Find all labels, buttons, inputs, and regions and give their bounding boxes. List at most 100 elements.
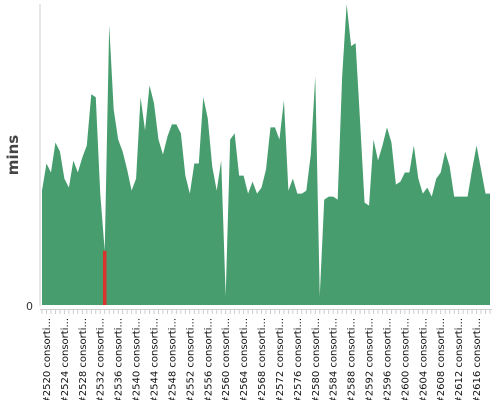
data-point[interactable] bbox=[268, 125, 272, 129]
data-point[interactable] bbox=[49, 171, 53, 175]
data-point[interactable] bbox=[130, 189, 134, 193]
data-point[interactable] bbox=[179, 131, 183, 135]
data-point[interactable] bbox=[372, 137, 376, 141]
data-point[interactable] bbox=[260, 186, 264, 190]
data-point[interactable] bbox=[58, 149, 62, 153]
data-point[interactable] bbox=[40, 189, 44, 193]
data-point[interactable] bbox=[457, 195, 461, 199]
data-point[interactable] bbox=[336, 198, 340, 202]
data-point[interactable] bbox=[233, 131, 237, 135]
data-point[interactable] bbox=[98, 192, 102, 196]
data-point[interactable] bbox=[367, 204, 371, 208]
data-point[interactable] bbox=[215, 189, 219, 193]
data-point[interactable] bbox=[443, 149, 447, 153]
data-point[interactable] bbox=[277, 137, 281, 141]
data-point[interactable] bbox=[197, 162, 201, 166]
data-point[interactable] bbox=[327, 195, 331, 199]
data-point[interactable] bbox=[412, 143, 416, 147]
data-point[interactable] bbox=[358, 119, 362, 123]
data-point[interactable] bbox=[349, 44, 353, 48]
data-point[interactable] bbox=[264, 168, 268, 172]
data-point[interactable] bbox=[224, 294, 228, 298]
data-point[interactable] bbox=[76, 171, 80, 175]
data-point[interactable] bbox=[291, 177, 295, 181]
data-point[interactable] bbox=[112, 107, 116, 111]
data-point[interactable] bbox=[479, 168, 483, 172]
data-point[interactable] bbox=[44, 162, 48, 166]
data-point[interactable] bbox=[80, 156, 84, 160]
data-point[interactable] bbox=[116, 137, 120, 141]
data-point[interactable] bbox=[210, 165, 214, 169]
data-point[interactable] bbox=[304, 189, 308, 193]
data-point[interactable] bbox=[237, 174, 241, 178]
data-point[interactable] bbox=[475, 143, 479, 147]
data-point[interactable] bbox=[148, 83, 152, 87]
data-point[interactable] bbox=[188, 192, 192, 196]
data-point[interactable] bbox=[421, 192, 425, 196]
data-point[interactable] bbox=[448, 165, 452, 169]
data-point[interactable] bbox=[201, 95, 205, 99]
data-point[interactable] bbox=[398, 180, 402, 184]
data-point[interactable] bbox=[125, 168, 129, 172]
data-point[interactable] bbox=[85, 143, 89, 147]
data-point[interactable] bbox=[439, 171, 443, 175]
data-point[interactable] bbox=[251, 180, 255, 184]
data-point[interactable] bbox=[484, 192, 488, 196]
data-point[interactable] bbox=[94, 95, 98, 99]
data-point[interactable] bbox=[282, 98, 286, 102]
data-point[interactable] bbox=[134, 177, 138, 181]
data-point[interactable] bbox=[152, 101, 156, 105]
data-point[interactable] bbox=[345, 2, 349, 6]
data-point[interactable] bbox=[430, 195, 434, 199]
data-point[interactable] bbox=[488, 192, 492, 196]
data-point[interactable] bbox=[385, 125, 389, 129]
data-point[interactable] bbox=[107, 23, 111, 27]
data-point[interactable] bbox=[170, 122, 174, 126]
data-point[interactable] bbox=[354, 41, 358, 45]
data-point[interactable] bbox=[192, 162, 196, 166]
data-point[interactable] bbox=[394, 183, 398, 187]
data-point[interactable] bbox=[156, 137, 160, 141]
data-point[interactable] bbox=[318, 294, 322, 298]
data-point[interactable] bbox=[470, 168, 474, 172]
data-point[interactable] bbox=[461, 195, 465, 199]
data-point[interactable] bbox=[62, 177, 66, 181]
data-point[interactable] bbox=[139, 95, 143, 99]
data-point[interactable] bbox=[161, 153, 165, 157]
data-point[interactable] bbox=[434, 177, 438, 181]
data-point[interactable] bbox=[246, 192, 250, 196]
data-point[interactable] bbox=[206, 116, 210, 120]
data-point[interactable] bbox=[309, 153, 313, 157]
data-point[interactable] bbox=[389, 140, 393, 144]
data-point[interactable] bbox=[300, 192, 304, 196]
data-point[interactable] bbox=[331, 195, 335, 199]
data-point[interactable] bbox=[67, 186, 71, 190]
data-point[interactable] bbox=[183, 174, 187, 178]
data-point[interactable] bbox=[425, 186, 429, 190]
data-point[interactable] bbox=[219, 159, 223, 163]
data-point[interactable] bbox=[452, 195, 456, 199]
data-point[interactable] bbox=[53, 140, 57, 144]
data-point[interactable] bbox=[228, 137, 232, 141]
data-point[interactable] bbox=[363, 201, 367, 205]
data-point[interactable] bbox=[286, 189, 290, 193]
highlighted-build-bar[interactable] bbox=[102, 250, 107, 305]
data-point[interactable] bbox=[143, 128, 147, 132]
data-point[interactable] bbox=[466, 195, 470, 199]
data-point[interactable] bbox=[71, 159, 75, 163]
data-point[interactable] bbox=[322, 198, 326, 202]
data-point[interactable] bbox=[295, 192, 299, 196]
data-point[interactable] bbox=[416, 177, 420, 181]
data-point[interactable] bbox=[255, 192, 259, 196]
data-point[interactable] bbox=[340, 74, 344, 78]
data-point[interactable] bbox=[376, 159, 380, 163]
data-point[interactable] bbox=[380, 143, 384, 147]
data-point[interactable] bbox=[407, 171, 411, 175]
data-point[interactable] bbox=[242, 174, 246, 178]
data-point[interactable] bbox=[313, 74, 317, 78]
data-point[interactable] bbox=[174, 122, 178, 126]
data-point[interactable] bbox=[89, 92, 93, 96]
data-point[interactable] bbox=[165, 134, 169, 138]
data-point[interactable] bbox=[121, 149, 125, 153]
data-point[interactable] bbox=[273, 125, 277, 129]
